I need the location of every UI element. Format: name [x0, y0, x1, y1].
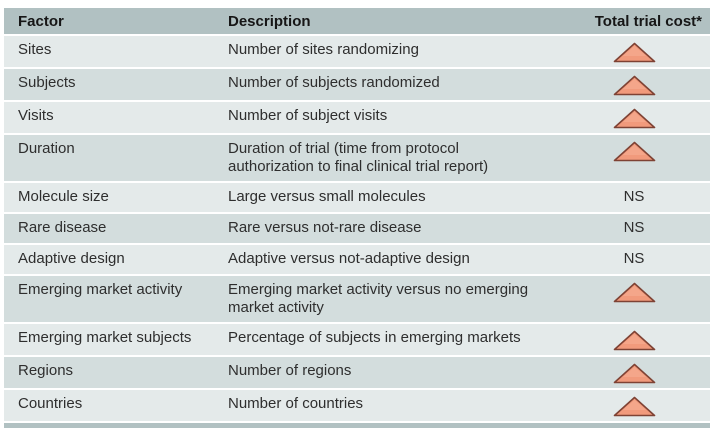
factor-cell: Emerging market subjects [18, 329, 192, 346]
table-row: Rare disease Rare versus not-rare diseas… [4, 214, 710, 245]
factor-cell: Sites [18, 41, 52, 58]
table-row: Countries Number of countries [4, 390, 710, 423]
table-row: Emerging market activity Emerging market… [4, 276, 710, 324]
trial-cost-factor-table: Factor Description Total trial cost* Sit… [4, 8, 710, 428]
header-factor: Factor [18, 12, 64, 30]
cost-increase-triangle-icon [613, 108, 655, 129]
cost-cell [558, 102, 710, 133]
description-cell: Percentage of subjects in emerging marke… [228, 329, 521, 346]
cost-cell [558, 324, 710, 355]
table-row: Molecule size Large versus small molecul… [4, 183, 710, 214]
cost-increase-triangle-icon [613, 396, 655, 417]
cost-ns-label: NS [623, 188, 645, 205]
cost-ns-label: NS [623, 250, 645, 267]
table-row: Emerging market subjects Percentage of s… [4, 324, 710, 357]
cost-increase-triangle-icon [613, 75, 655, 96]
description-cell: Number of countries [228, 395, 364, 412]
table-body: Sites Number of sites randomizing Subjec… [4, 36, 710, 423]
factor-cell: Adaptive design [18, 250, 125, 267]
table-header-row: Factor Description Total trial cost* [4, 8, 710, 36]
description-cell: Number of subjects randomized [228, 74, 440, 91]
factor-cell: Visits [18, 107, 54, 124]
cost-ns-label: NS [623, 219, 645, 236]
factor-cell: Countries [18, 395, 83, 412]
factor-cell: Duration [18, 140, 75, 157]
cost-increase-triangle-icon [613, 282, 655, 303]
description-cell: Number of subject visits [228, 107, 388, 124]
table-row: Duration Duration of trial (time from pr… [4, 135, 710, 183]
cost-increase-triangle-icon [613, 330, 655, 351]
cost-cell [558, 390, 710, 421]
cost-cell: NS [558, 245, 710, 274]
factor-cell: Rare disease [18, 219, 107, 236]
table-row: Regions Number of regions [4, 357, 710, 390]
cost-cell: NS [558, 214, 710, 243]
description-cell: Large versus small molecules [228, 188, 426, 205]
description-cell: Adaptive versus not-adaptive design [228, 250, 470, 267]
table-row: Subjects Number of subjects randomized [4, 69, 710, 102]
table-footer-bar [4, 423, 710, 428]
cost-cell [558, 36, 710, 67]
factor-cell: Emerging market activity [18, 281, 183, 298]
description-cell: Number of regions [228, 362, 352, 379]
description-cell: Rare versus not-rare disease [228, 219, 422, 236]
cost-cell [558, 135, 710, 181]
cost-cell [558, 276, 710, 322]
cost-increase-triangle-icon [613, 42, 655, 63]
description-cell: Emerging market activity versus no emerg… [228, 281, 529, 316]
table-row: Adaptive design Adaptive versus not-adap… [4, 245, 710, 276]
table-row: Visits Number of subject visits [4, 102, 710, 135]
factor-cell: Subjects [18, 74, 76, 91]
factor-cell: Regions [18, 362, 74, 379]
header-description: Description [228, 12, 311, 30]
description-cell: Duration of trial (time from protocol au… [228, 140, 489, 175]
cost-cell [558, 357, 710, 388]
cost-increase-triangle-icon [613, 363, 655, 384]
header-total-trial-cost: Total trial cost* [594, 12, 702, 30]
cost-cell [558, 69, 710, 100]
table-row: Sites Number of sites randomizing [4, 36, 710, 69]
cost-increase-triangle-icon [613, 141, 655, 162]
cost-cell: NS [558, 183, 710, 212]
description-cell: Number of sites randomizing [228, 41, 419, 58]
factor-cell: Molecule size [18, 188, 109, 205]
